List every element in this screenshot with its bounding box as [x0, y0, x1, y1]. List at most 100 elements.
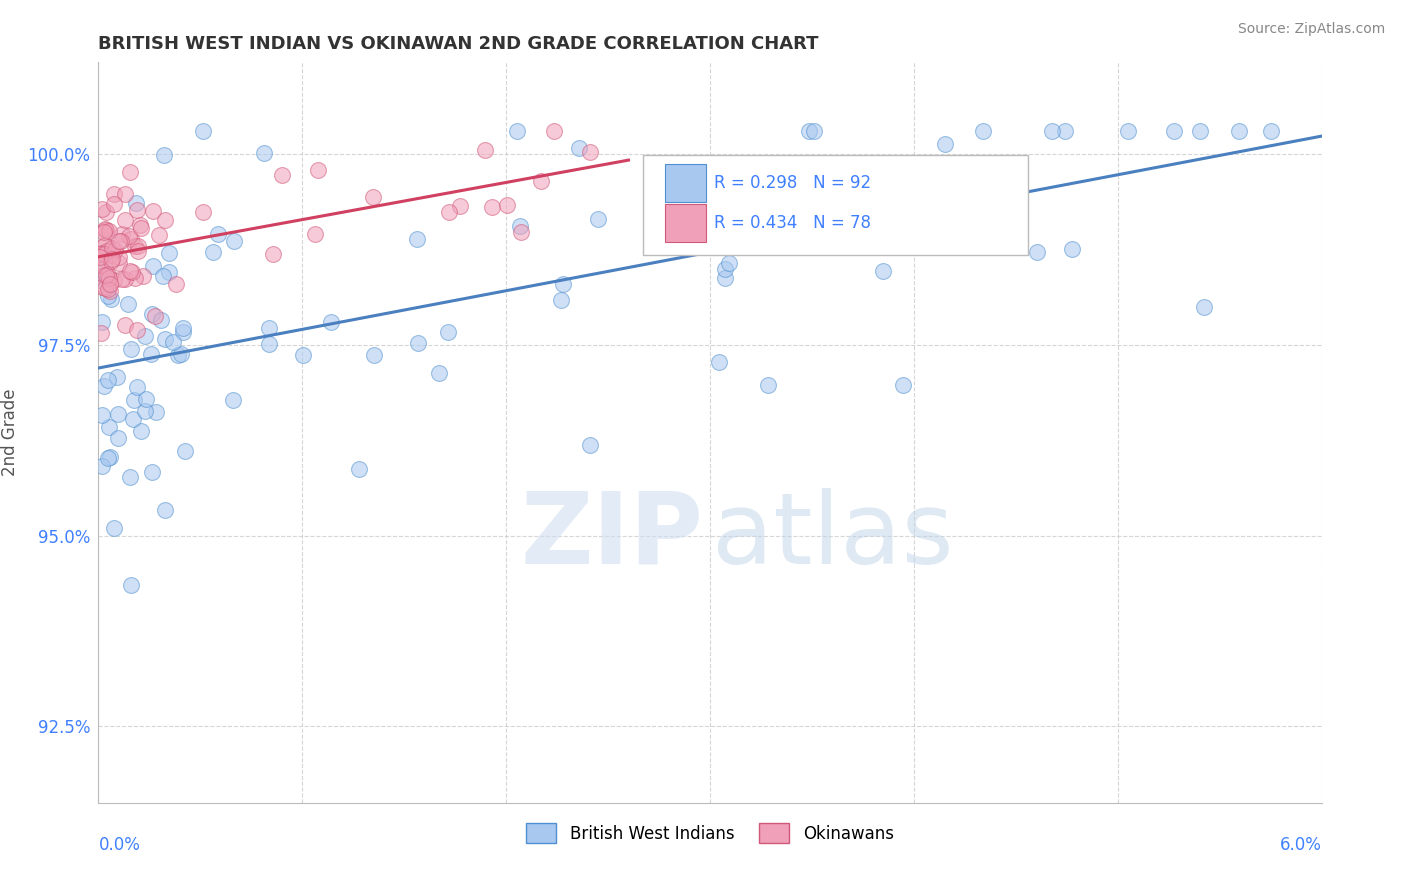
Point: [94, 260, 117, 274]
Point: [707, 354, 730, 368]
Point: [363, 348, 385, 362]
Point: [153, 502, 176, 516]
Point: [221, 393, 243, 408]
Point: [94, 222, 117, 236]
Point: [439, 204, 461, 219]
Point: [202, 244, 225, 259]
Point: [891, 378, 914, 392]
Point: [93, 247, 115, 261]
Point: [134, 329, 156, 343]
Point: [117, 296, 139, 310]
Point: [93, 223, 115, 237]
Point: [107, 407, 129, 421]
Point: [724, 162, 747, 177]
Point: [114, 272, 136, 286]
Point: [118, 229, 141, 244]
Point: [96, 268, 118, 282]
Point: [97, 450, 120, 465]
FancyBboxPatch shape: [665, 204, 706, 243]
Point: [1227, 124, 1250, 138]
Point: [110, 234, 132, 248]
Point: [568, 141, 591, 155]
Point: [118, 470, 141, 484]
Point: [142, 259, 165, 273]
Y-axis label: 2nd Grade: 2nd Grade: [1, 389, 18, 476]
Point: [96, 244, 118, 258]
Point: [222, 234, 245, 248]
Point: [90, 246, 112, 260]
Point: [934, 136, 956, 151]
Point: [118, 165, 141, 179]
Point: [506, 124, 529, 138]
Point: [122, 412, 145, 426]
Point: [1260, 124, 1282, 138]
Point: [714, 261, 737, 276]
Point: [193, 124, 215, 138]
Point: [93, 275, 115, 289]
Point: [111, 272, 134, 286]
Point: [142, 203, 165, 218]
Point: [129, 221, 152, 235]
Point: [98, 450, 121, 464]
Point: [550, 293, 572, 307]
Point: [543, 124, 565, 138]
Point: [349, 462, 371, 476]
FancyBboxPatch shape: [665, 164, 706, 202]
Point: [307, 163, 329, 178]
Point: [100, 253, 122, 268]
Point: [1053, 124, 1076, 138]
FancyBboxPatch shape: [643, 155, 1028, 255]
Point: [103, 197, 125, 211]
Point: [89, 251, 111, 265]
Point: [122, 393, 145, 408]
Point: [100, 248, 122, 262]
Point: [1026, 244, 1049, 259]
Point: [1188, 124, 1211, 138]
Point: [162, 334, 184, 349]
Text: R = 0.298   N = 92: R = 0.298 N = 92: [714, 174, 870, 192]
Point: [586, 212, 609, 227]
Point: [94, 223, 117, 237]
Point: [107, 250, 129, 264]
Point: [127, 202, 149, 217]
Point: [172, 325, 194, 339]
Point: [93, 225, 115, 239]
Point: [157, 246, 180, 260]
Point: [292, 349, 315, 363]
Point: [437, 325, 460, 339]
Point: [872, 264, 894, 278]
Point: [124, 239, 146, 253]
Point: [165, 277, 187, 291]
Point: [120, 343, 142, 357]
Point: [104, 243, 127, 257]
Point: [169, 347, 191, 361]
Point: [406, 336, 429, 351]
Point: [91, 314, 114, 328]
Point: [120, 577, 142, 591]
Point: [107, 234, 129, 248]
Point: [427, 366, 450, 380]
Point: [103, 521, 125, 535]
Point: [129, 424, 152, 438]
Point: [756, 378, 779, 392]
Point: [97, 289, 120, 303]
Point: [94, 268, 117, 282]
Point: [124, 271, 146, 285]
Point: [803, 124, 825, 138]
Point: [96, 205, 118, 219]
Point: [172, 321, 194, 335]
Point: [129, 218, 152, 232]
Point: [530, 174, 553, 188]
Point: [153, 148, 176, 162]
Point: [97, 282, 120, 296]
Point: [127, 323, 149, 337]
Point: [107, 256, 129, 270]
Point: [93, 237, 115, 252]
Text: 0.0%: 0.0%: [98, 836, 141, 855]
Point: [150, 312, 173, 326]
Text: BRITISH WEST INDIAN VS OKINAWAN 2ND GRADE CORRELATION CHART: BRITISH WEST INDIAN VS OKINAWAN 2ND GRAD…: [98, 35, 818, 53]
Point: [148, 227, 170, 242]
Point: [101, 241, 124, 255]
Point: [972, 124, 994, 138]
Text: ZIP: ZIP: [520, 488, 703, 585]
